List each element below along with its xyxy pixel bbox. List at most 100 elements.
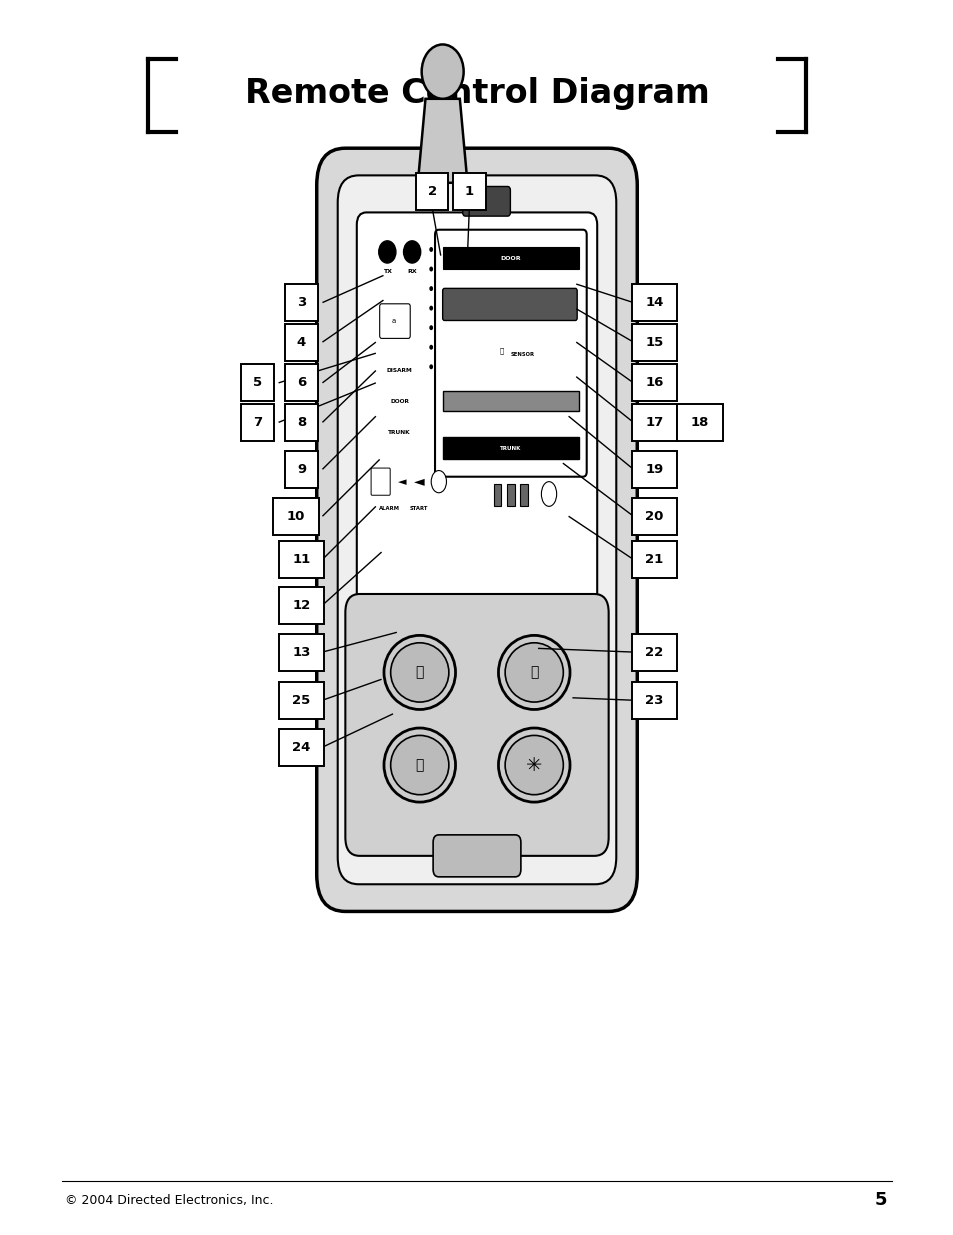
FancyBboxPatch shape [241, 404, 274, 441]
FancyBboxPatch shape [453, 173, 485, 210]
Text: SENSOR: SENSOR [510, 352, 534, 357]
FancyBboxPatch shape [241, 364, 274, 401]
FancyBboxPatch shape [337, 175, 616, 884]
Text: 7: 7 [253, 416, 262, 429]
Text: 17: 17 [644, 416, 663, 429]
Ellipse shape [378, 241, 395, 263]
FancyBboxPatch shape [278, 682, 324, 719]
FancyBboxPatch shape [631, 284, 677, 321]
FancyBboxPatch shape [278, 587, 324, 624]
Ellipse shape [391, 642, 448, 701]
Text: 13: 13 [292, 646, 311, 658]
FancyBboxPatch shape [631, 404, 677, 441]
Ellipse shape [429, 364, 433, 369]
Ellipse shape [383, 635, 455, 709]
FancyBboxPatch shape [631, 682, 677, 719]
FancyBboxPatch shape [493, 484, 500, 506]
FancyBboxPatch shape [379, 304, 410, 338]
FancyBboxPatch shape [442, 247, 578, 269]
Text: ✳: ✳ [525, 756, 542, 774]
FancyBboxPatch shape [285, 451, 317, 488]
FancyBboxPatch shape [356, 212, 597, 625]
FancyBboxPatch shape [435, 230, 586, 477]
Polygon shape [417, 99, 467, 183]
FancyBboxPatch shape [631, 364, 677, 401]
FancyBboxPatch shape [433, 835, 520, 877]
Ellipse shape [429, 325, 433, 330]
Text: 19: 19 [644, 463, 663, 475]
FancyBboxPatch shape [442, 289, 577, 321]
Text: 11: 11 [292, 553, 311, 566]
Ellipse shape [391, 735, 448, 794]
Text: 4: 4 [296, 336, 306, 348]
FancyBboxPatch shape [416, 173, 448, 210]
FancyBboxPatch shape [631, 541, 677, 578]
Text: RX: RX [407, 269, 416, 274]
Text: START: START [409, 506, 428, 511]
FancyBboxPatch shape [507, 484, 514, 506]
FancyBboxPatch shape [371, 468, 390, 495]
FancyBboxPatch shape [631, 451, 677, 488]
Text: 24: 24 [292, 741, 311, 753]
FancyBboxPatch shape [285, 284, 317, 321]
Text: Remote Control Diagram: Remote Control Diagram [244, 78, 709, 110]
Text: TX: TX [382, 269, 392, 274]
Text: 9: 9 [296, 463, 306, 475]
Ellipse shape [403, 241, 420, 263]
FancyBboxPatch shape [278, 634, 324, 671]
FancyBboxPatch shape [442, 437, 578, 459]
FancyBboxPatch shape [631, 498, 677, 535]
Text: 3: 3 [296, 296, 306, 309]
Ellipse shape [429, 306, 433, 311]
Text: 21: 21 [644, 553, 663, 566]
FancyBboxPatch shape [462, 186, 510, 216]
Ellipse shape [498, 635, 570, 709]
Text: 22: 22 [644, 646, 663, 658]
Text: 🚶: 🚶 [498, 347, 503, 354]
Text: 12: 12 [292, 599, 311, 611]
Text: 15: 15 [644, 336, 663, 348]
Text: 23: 23 [644, 694, 663, 706]
FancyBboxPatch shape [285, 404, 317, 441]
FancyBboxPatch shape [285, 364, 317, 401]
Text: © 2004 Directed Electronics, Inc.: © 2004 Directed Electronics, Inc. [65, 1194, 274, 1207]
Ellipse shape [383, 727, 455, 802]
FancyBboxPatch shape [278, 729, 324, 766]
Text: 25: 25 [292, 694, 311, 706]
Text: TRUNK: TRUNK [499, 446, 521, 451]
Text: a: a [392, 319, 395, 324]
Text: DOOR: DOOR [390, 399, 409, 404]
Text: DISARM: DISARM [387, 368, 412, 373]
Text: 🚗: 🚗 [416, 758, 423, 772]
FancyBboxPatch shape [520, 484, 527, 506]
Text: 2: 2 [427, 185, 436, 198]
FancyBboxPatch shape [316, 148, 637, 911]
Text: 🔓: 🔓 [530, 666, 537, 679]
Text: DOOR: DOOR [500, 256, 520, 261]
Ellipse shape [429, 247, 433, 252]
Ellipse shape [541, 482, 556, 506]
Ellipse shape [429, 345, 433, 350]
Text: 8: 8 [296, 416, 306, 429]
Text: 6: 6 [296, 377, 306, 389]
FancyBboxPatch shape [631, 634, 677, 671]
Ellipse shape [498, 727, 570, 802]
Text: ◄: ◄ [398, 477, 406, 487]
FancyBboxPatch shape [273, 498, 318, 535]
Text: ◄: ◄ [414, 474, 425, 489]
FancyBboxPatch shape [631, 324, 677, 361]
Ellipse shape [429, 267, 433, 272]
Ellipse shape [421, 44, 463, 99]
Text: ALARM: ALARM [378, 506, 399, 511]
Ellipse shape [505, 735, 562, 794]
FancyBboxPatch shape [345, 594, 608, 856]
Text: 14: 14 [644, 296, 663, 309]
Text: 🔒: 🔒 [416, 666, 423, 679]
Ellipse shape [431, 471, 446, 493]
FancyBboxPatch shape [442, 391, 578, 411]
Text: 18: 18 [690, 416, 709, 429]
Text: 20: 20 [644, 510, 663, 522]
Text: 5: 5 [253, 377, 262, 389]
FancyBboxPatch shape [278, 541, 324, 578]
FancyBboxPatch shape [677, 404, 722, 441]
